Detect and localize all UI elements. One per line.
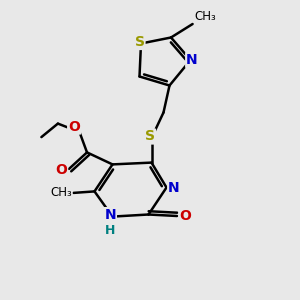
Text: N: N xyxy=(186,53,198,67)
Text: O: O xyxy=(55,163,67,176)
Text: S: S xyxy=(145,130,155,143)
Text: O: O xyxy=(179,209,191,223)
Text: CH₃: CH₃ xyxy=(194,10,216,22)
Text: N: N xyxy=(104,208,116,222)
Text: CH₃: CH₃ xyxy=(50,186,72,200)
Text: O: O xyxy=(68,120,80,134)
Text: N: N xyxy=(168,181,180,194)
Text: H: H xyxy=(105,224,115,238)
Text: S: S xyxy=(134,35,145,49)
